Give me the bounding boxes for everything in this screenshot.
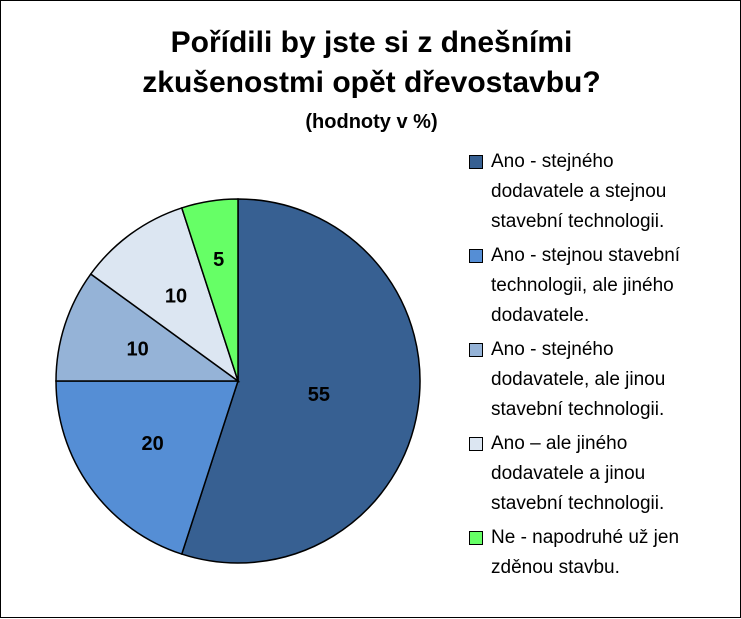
legend-item-5: Ne - napodruhé už jen zděnou stavbu. — [469, 523, 737, 583]
data-label-1: 55 — [308, 384, 330, 406]
legend-swatch — [469, 437, 483, 451]
chart-title-line-2: zkušenostmi opět dřevostavbu? — [142, 66, 601, 99]
data-label-3: 10 — [126, 338, 148, 360]
legend-swatch — [469, 343, 483, 357]
pie-slice-5 — [180, 198, 239, 382]
data-label-2: 20 — [141, 433, 163, 455]
legend-label: Ano - stejného dodavatele a stejnou stav… — [491, 151, 667, 232]
chart-title: Pořídili by jste si z dnešními zkušenost… — [1, 23, 741, 103]
chart-title-line-1: Pořídili by jste si z dnešními — [170, 26, 573, 59]
legend-swatch — [469, 531, 483, 545]
pie-slice-2 — [55, 380, 240, 556]
pie-slice-3 — [55, 272, 241, 382]
legend-swatch — [469, 249, 483, 263]
data-label-4: 10 — [165, 286, 187, 308]
data-label-5: 5 — [213, 249, 224, 271]
legend-swatch — [469, 155, 483, 169]
pie-slice-1 — [180, 198, 421, 564]
legend-item-1: Ano - stejného dodavatele a stejnou stav… — [469, 147, 737, 237]
legend-label: Ano - stejného dodavatele, ale jinou sta… — [491, 339, 666, 420]
chart-legend: Ano - stejného dodavatele a stejnou stav… — [469, 147, 737, 587]
legend-item-4: Ano – ale jiného dodavatele a jinou stav… — [469, 429, 737, 519]
legend-label: Ano - stejnou stavební technologii, ale … — [491, 245, 681, 326]
chart-subtitle: (hodnoty v %) — [305, 111, 438, 133]
legend-label: Ano – ale jiného dodavatele a jinou stav… — [491, 433, 665, 514]
legend-label: Ne - napodruhé už jen zděnou stavbu. — [491, 527, 680, 578]
pie-slice-4 — [89, 206, 240, 383]
legend-item-2: Ano - stejnou stavební technologii, ale … — [469, 241, 737, 331]
legend-item-3: Ano - stejného dodavatele, ale jinou sta… — [469, 335, 737, 425]
